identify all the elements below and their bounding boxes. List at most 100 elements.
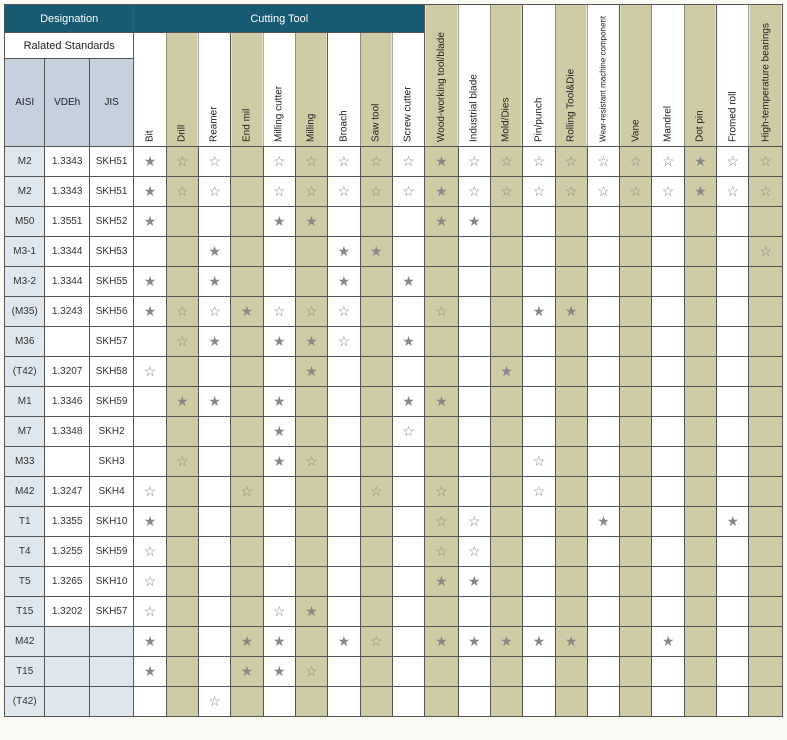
jis-cell [89,627,133,657]
rating-cell: ★ [490,627,522,657]
rating-cell [717,207,749,237]
table-row: T15★★★☆ [5,657,783,687]
rating-cell: ☆ [198,687,230,717]
rating-cell: ☆ [295,147,327,177]
rating-cell: ★ [198,267,230,297]
rating-cell [328,657,360,687]
rating-cell [620,327,652,357]
rating-cell: ☆ [523,177,555,207]
rating-cell: ★ [392,387,424,417]
rating-cell: ☆ [166,327,198,357]
rating-cell: ★ [263,387,295,417]
rating-cell [587,387,619,417]
rating-cell [198,597,230,627]
rating-cell: ☆ [360,147,392,177]
rating-cell [717,597,749,627]
jis-cell: SKH51 [89,147,133,177]
rating-cell: ★ [555,297,587,327]
col-industrial-blade: Industrial blade [458,5,490,147]
rating-cell [490,207,522,237]
aisi-cell: M3-1 [5,237,45,267]
rating-cell [652,297,684,327]
aisi-cell: M3-2 [5,267,45,297]
rating-cell [263,537,295,567]
rating-cell: ☆ [458,147,490,177]
rating-cell [717,237,749,267]
rating-cell [652,657,684,687]
rating-cell [231,177,263,207]
rating-cell [587,207,619,237]
rating-cell: ☆ [166,147,198,177]
rating-cell: ☆ [166,177,198,207]
rating-cell [166,267,198,297]
jis-cell: SKH57 [89,597,133,627]
rating-cell [425,687,458,717]
rating-cell [620,597,652,627]
rating-cell: ★ [587,507,619,537]
rating-cell: ☆ [134,567,166,597]
rating-cell [652,417,684,447]
rating-cell [166,597,198,627]
rating-cell: ☆ [749,237,783,267]
rating-cell [684,327,716,357]
rating-cell: ☆ [523,447,555,477]
rating-cell [360,297,392,327]
col-reamer: Reamer [198,33,230,147]
table-row: M501.3551SKH52★★★★★ [5,207,783,237]
rating-cell [134,327,166,357]
aisi-cell: M2 [5,147,45,177]
rating-cell [328,597,360,627]
rating-cell: ☆ [166,297,198,327]
vdeh-cell: 1.3265 [45,567,89,597]
rating-cell [360,267,392,297]
cutting-tool-header: Cutting Tool [134,5,425,33]
col-high-temp: High-temperature bearings [749,5,783,147]
rating-cell [458,657,490,687]
rating-cell [231,417,263,447]
aisi-cell: M1 [5,387,45,417]
rating-cell: ★ [263,327,295,357]
rating-cell: ☆ [134,477,166,507]
rating-cell [717,477,749,507]
rating-cell [749,297,783,327]
rating-cell [231,567,263,597]
rating-cell [587,417,619,447]
rating-cell: ☆ [749,177,783,207]
rating-cell: ★ [425,387,458,417]
rating-cell [523,267,555,297]
rating-cell [684,567,716,597]
rating-cell [749,327,783,357]
jis-cell: SKH10 [89,567,133,597]
rating-cell [620,207,652,237]
vdeh-cell: 1.3243 [45,297,89,327]
rating-cell [328,207,360,237]
rating-cell [458,597,490,627]
rating-cell [166,237,198,267]
rating-cell [620,567,652,597]
table-row: M71.3348SKH2★☆ [5,417,783,447]
aisi-cell: M42 [5,627,45,657]
table-row: M33SKH3☆★☆☆ [5,447,783,477]
rating-cell [166,627,198,657]
rating-cell [295,477,327,507]
vdeh-cell: 1.3247 [45,477,89,507]
rating-cell: ☆ [425,507,458,537]
rating-cell [490,417,522,447]
rating-cell [620,447,652,477]
rating-cell [458,417,490,447]
table-row: (T42)☆ [5,687,783,717]
rating-cell [684,627,716,657]
rating-cell: ★ [392,267,424,297]
rating-cell: ★ [295,357,327,387]
aisi-cell: M2 [5,177,45,207]
rating-cell: ★ [198,327,230,357]
rating-cell: ★ [263,627,295,657]
rating-cell [490,267,522,297]
rating-cell [490,387,522,417]
rating-cell [523,537,555,567]
rating-cell [392,567,424,597]
jis-cell: SKH52 [89,207,133,237]
rating-cell: ★ [425,567,458,597]
rating-cell [166,507,198,537]
rating-cell [523,237,555,267]
